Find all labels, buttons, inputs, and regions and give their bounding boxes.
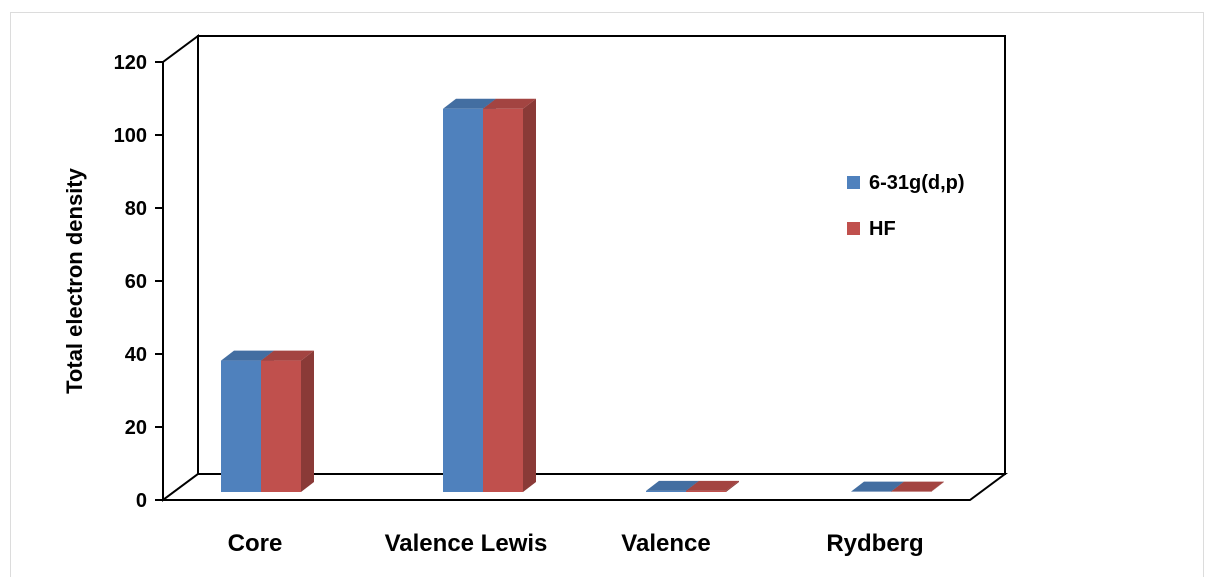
bar-top	[443, 98, 496, 109]
y-axis-title: Total electron density	[62, 167, 87, 394]
y-tick-label: 0	[136, 490, 147, 512]
y-tick-label: 100	[114, 125, 147, 147]
y-tick-label: 40	[125, 344, 147, 366]
right-border	[1203, 12, 1204, 577]
bar-top	[483, 98, 536, 109]
legend-label: 6-31g(d,p)	[869, 172, 965, 194]
y-tick-label: 60	[125, 271, 147, 293]
x-category-label: Valence Lewis	[385, 530, 548, 557]
bar	[891, 481, 944, 492]
y-tick-label: 80	[125, 198, 147, 220]
bar-top	[891, 481, 944, 492]
bar-front	[483, 108, 523, 492]
bar	[686, 480, 739, 492]
x-category-label: Valence	[621, 530, 710, 557]
bar	[483, 98, 536, 492]
left-border	[10, 12, 11, 577]
bar-top	[221, 350, 274, 361]
legend: 6-31g(d,p) HF	[847, 172, 965, 240]
bar-side	[301, 350, 314, 492]
bar-top	[686, 480, 739, 491]
bar-top	[646, 480, 699, 491]
top-border	[10, 12, 1204, 13]
y-tick-label: 20	[125, 417, 147, 439]
bar-top	[851, 481, 904, 492]
side-wall	[162, 34, 199, 502]
bar-front	[443, 108, 483, 492]
back-wall	[197, 35, 1006, 475]
x-axis: Core Valence Lewis Valence Rydberg	[228, 530, 924, 557]
y-axis: 0 20 40 60 80 100 120	[114, 52, 163, 512]
bar-side	[523, 98, 536, 492]
chart-walls	[159, 34, 1009, 502]
bar-top	[261, 350, 314, 361]
bar	[261, 350, 314, 492]
legend-label: HF	[869, 218, 896, 240]
bar-side	[931, 481, 944, 492]
x-category-label: Rydberg	[826, 530, 923, 557]
legend-swatch	[847, 222, 860, 235]
y-tick-label: 120	[114, 52, 147, 74]
x-category-label: Core	[228, 530, 283, 557]
bar-front	[221, 360, 261, 492]
floor	[159, 473, 1009, 501]
bars	[221, 98, 944, 492]
legend-swatch	[847, 176, 860, 189]
bar-front	[646, 490, 686, 492]
bar-side	[726, 480, 739, 492]
bar-front	[686, 490, 726, 492]
bar-front	[261, 360, 301, 492]
